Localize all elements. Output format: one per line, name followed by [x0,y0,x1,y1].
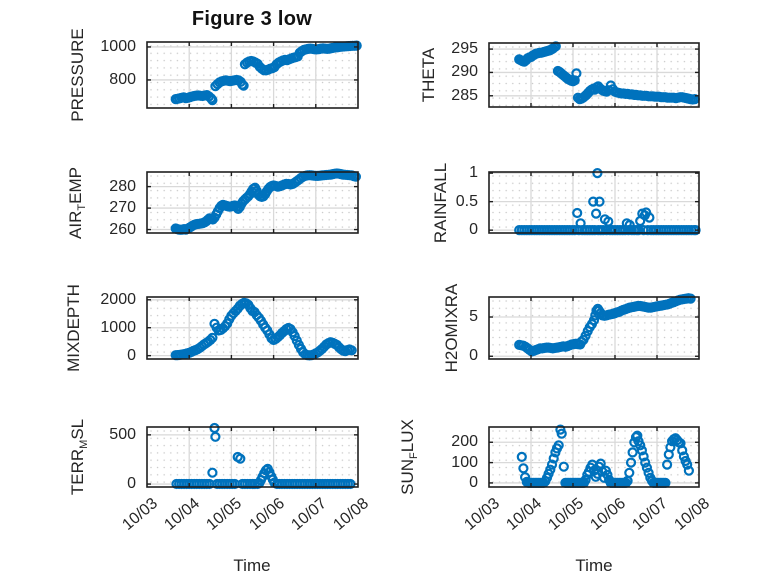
xtick-terrmsl-2: 10/05 [203,495,246,534]
chart-rainfall [480,163,708,242]
ylabel-airtemp: AIRTEMP [66,166,88,239]
chart-pressure [138,33,367,117]
chart-airtemp [138,163,367,242]
ytick-theta-290: 290 [451,63,478,81]
ytick-theta-295: 295 [451,40,478,58]
ytick-rainfall-0: 0 [469,221,478,239]
plot-area-terrmsl [146,422,359,490]
ytick-rainfall-1: 1 [469,164,478,182]
x-axis-label-left: Time [233,556,271,575]
ytick-terrmsl-500: 500 [109,425,136,443]
plot-area-rainfall [488,168,701,236]
xtick-sunflux-0: 10/03 [461,495,503,534]
ytick-pressure-800: 800 [109,70,136,88]
xtick-sunflux-3: 10/06 [587,495,629,534]
ytick-mixdepth-0: 0 [127,346,136,364]
ylabel-rainfall: RAINFALL [431,162,450,243]
figure-title: Figure 3 low [191,8,313,30]
scatter-series-theta [514,41,700,105]
chart-sunflux [480,418,708,496]
xtick-terrmsl-5: 10/08 [330,495,372,534]
xtick-terrmsl-0: 10/03 [119,495,161,534]
plot-area-pressure [146,40,362,109]
chart-terrmsl [138,418,367,496]
xtick-sunflux-4: 10/07 [629,495,671,534]
plot-area-mixdepth [146,296,359,361]
ylabel-pressure: PRESSURE [68,28,87,122]
ytick-airtemp-260: 260 [109,220,136,238]
ytick-theta-285: 285 [451,86,478,104]
ytick-rainfall-0.5: 0.5 [455,192,478,210]
ylabel-terrmsl: TERRMSL [68,418,90,496]
ytick-airtemp-280: 280 [109,177,136,195]
plot-area-sunflux [488,424,700,489]
chart-mixdepth [138,288,367,368]
ylabel-sunflux: SUNFLUX [398,419,420,495]
plot-area-airtemp [146,168,361,235]
plot-area-theta [488,41,700,108]
plot-area-h2omixra [488,293,700,360]
ylabel-mixdepth: MIXDEPTH [64,284,83,372]
ytick-sunflux-200: 200 [451,433,478,451]
ytick-airtemp-270: 270 [109,199,136,217]
scatter-series-sunflux [516,424,694,489]
ytick-pressure-1000: 1000 [100,37,136,55]
xtick-sunflux-2: 10/05 [545,495,587,534]
ytick-mixdepth-2000: 2000 [100,290,136,308]
ytick-sunflux-100: 100 [451,453,478,471]
xtick-terrmsl-1: 10/04 [161,495,204,534]
xtick-terrmsl-4: 10/07 [288,495,330,534]
ytick-terrmsl-0: 0 [127,475,136,493]
ylabel-theta: THETA [419,47,438,103]
xtick-terrmsl-3: 10/06 [245,495,288,534]
scatter-series-terrmsl [171,422,356,490]
ylabel-h2omixra: H2OMIXRA [442,283,461,373]
xtick-sunflux-1: 10/04 [503,495,545,534]
chart-theta [480,34,708,116]
xtick-sunflux-5: 10/08 [671,495,713,534]
ytick-mixdepth-1000: 1000 [100,318,136,336]
scatter-series-h2omixra [514,293,696,357]
ytick-sunflux-0: 0 [469,473,478,491]
x-axis-label-right: Time [575,556,613,575]
scatter-series-rainfall [514,168,701,236]
ytick-h2omixra-5: 5 [469,308,478,325]
ytick-h2omixra-0: 0 [469,347,478,365]
chart-h2omixra [480,288,708,368]
